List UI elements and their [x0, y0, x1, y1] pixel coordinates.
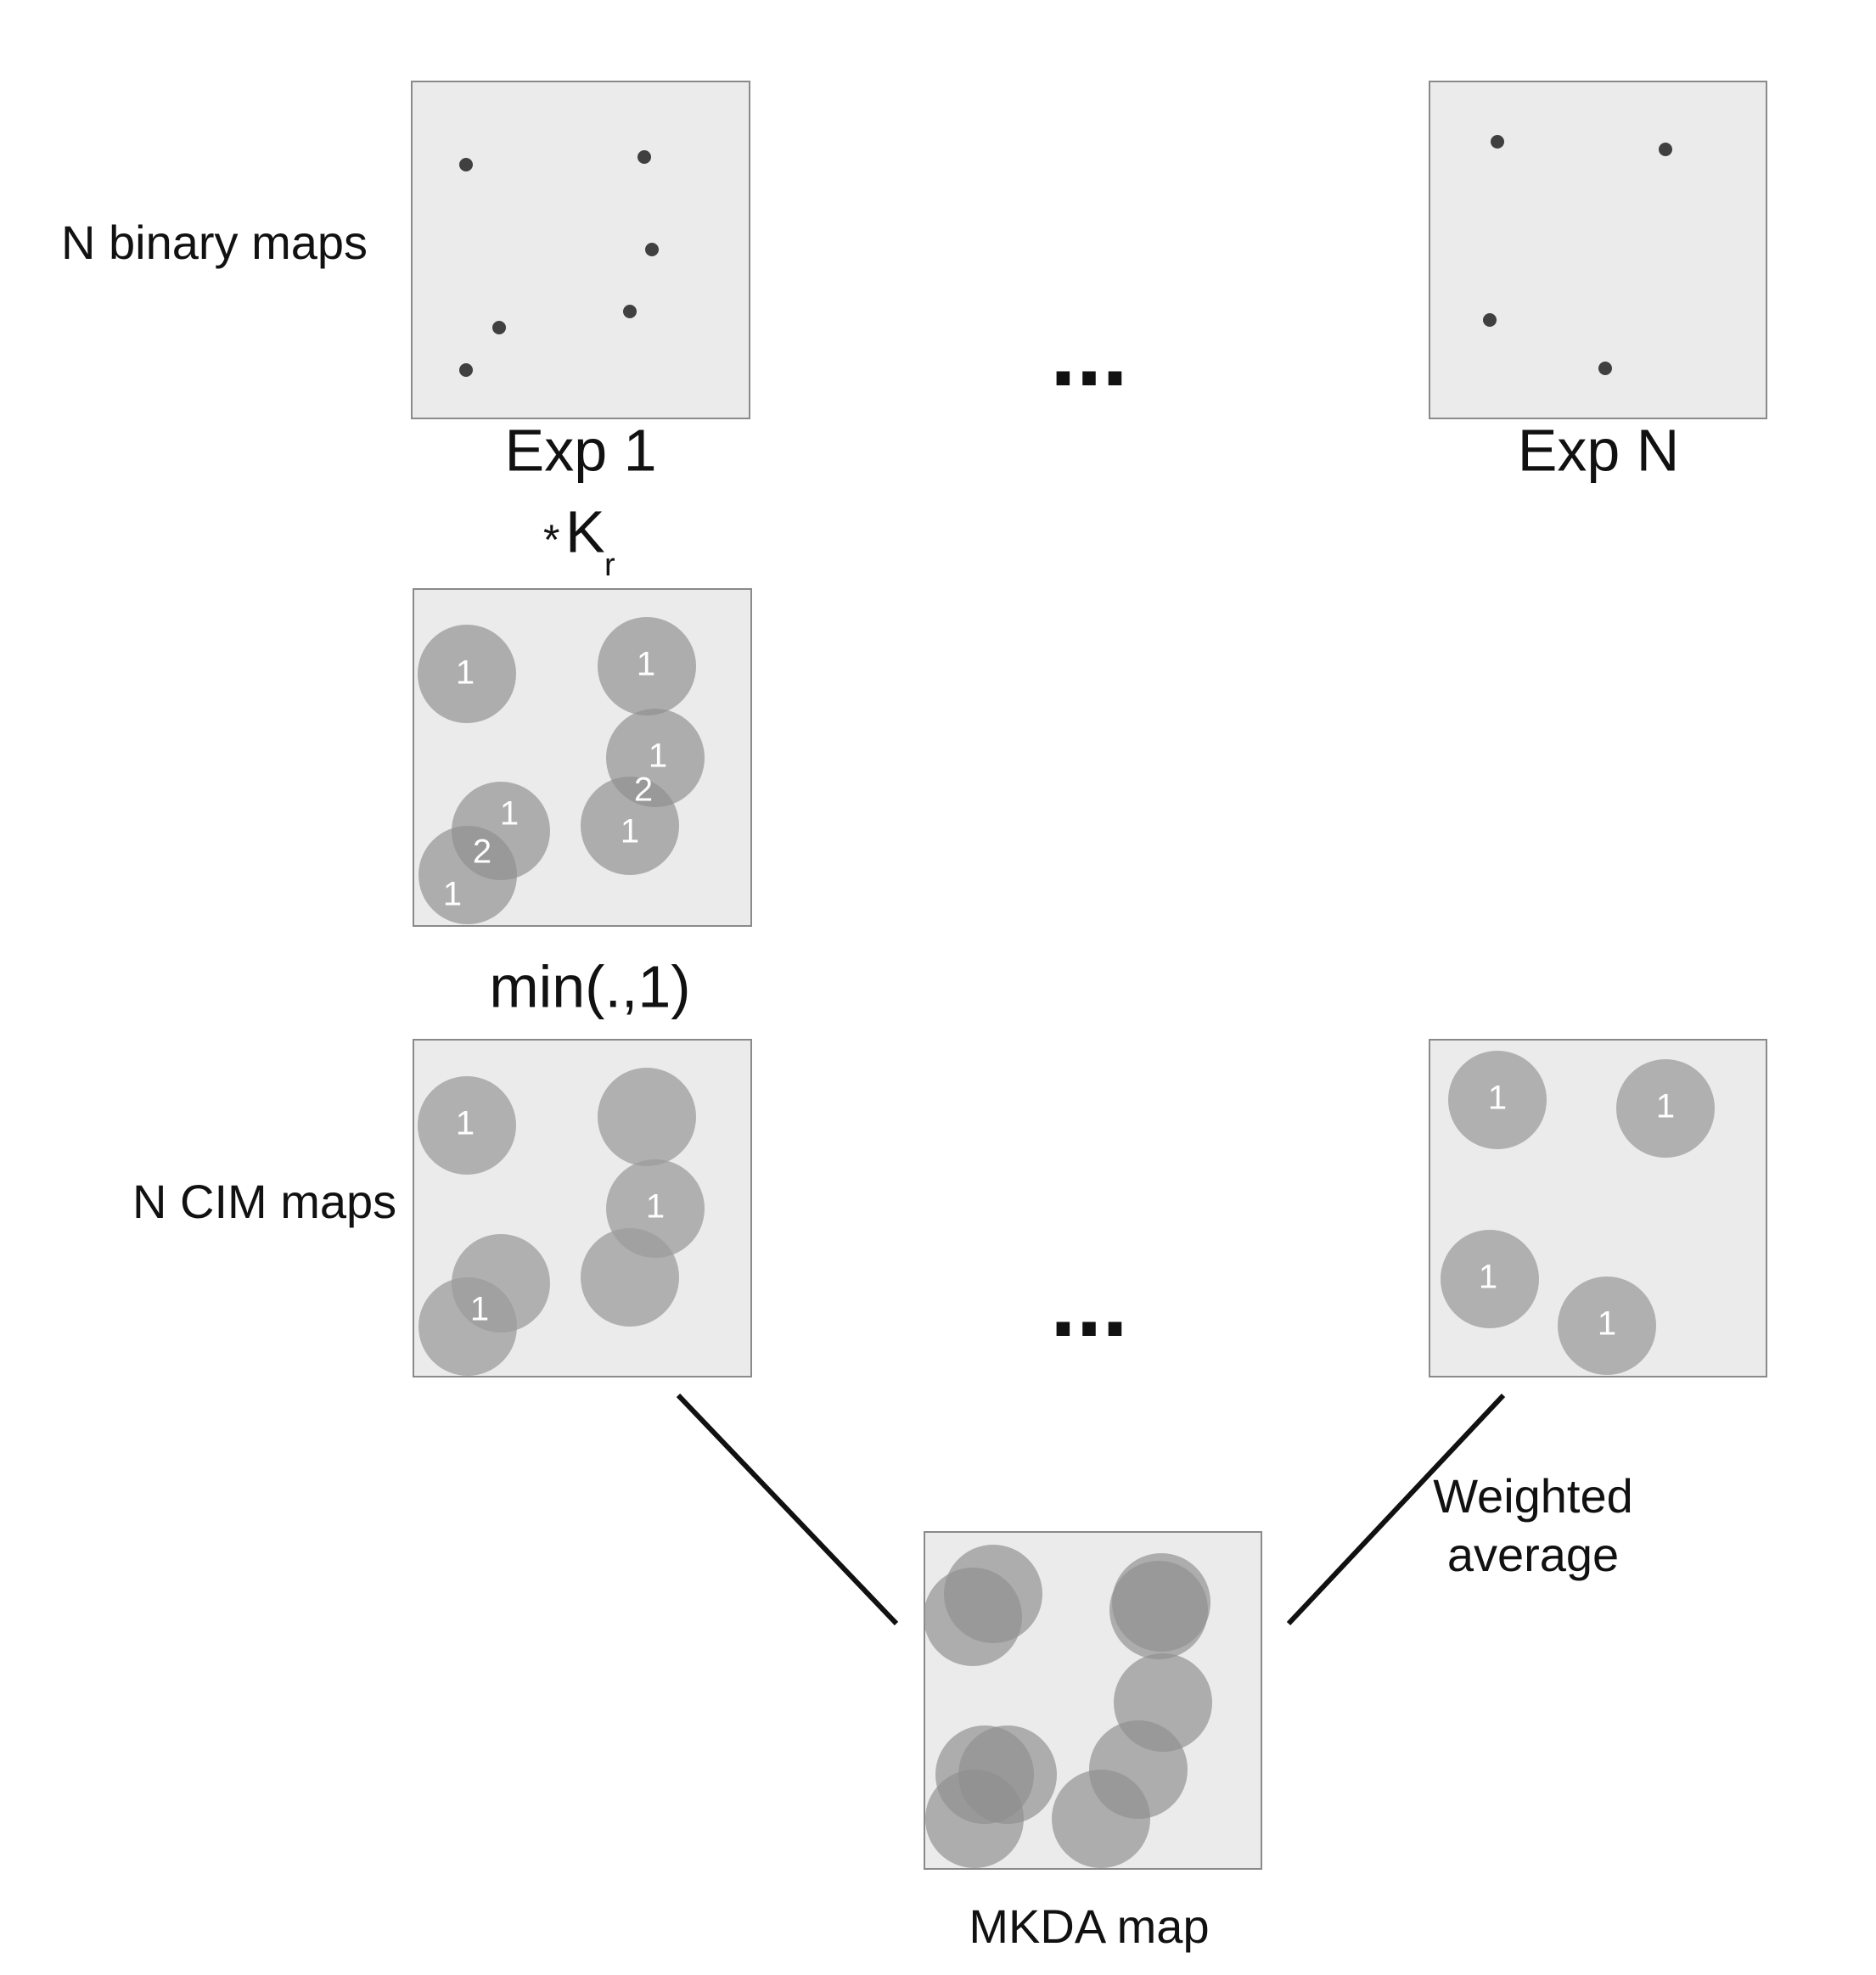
kernel-subscript: r [604, 547, 615, 583]
kernel-disk [418, 625, 516, 723]
overlap-count-label: 2 [473, 833, 491, 871]
kernel-K: K [565, 498, 605, 564]
kernel-disk [925, 1770, 1024, 1868]
kernel-disk [1441, 1230, 1539, 1328]
binary-maps-label: N binary maps [61, 216, 368, 269]
count-label: 1 [646, 1188, 665, 1226]
kernel-label: * K r [543, 498, 615, 583]
connector-left [676, 1393, 899, 1626]
peak-point [1659, 143, 1672, 156]
kernel-disk [1109, 1561, 1208, 1659]
count-label: 1 [1488, 1080, 1507, 1117]
map-frame [1429, 81, 1767, 419]
kernel-disk [581, 1228, 679, 1327]
peak-point [1598, 362, 1612, 375]
peak-point [623, 305, 637, 318]
connector-right [1286, 1393, 1506, 1626]
convolved-map-exp1: 1 1 1 2 1 1 2 1 [413, 588, 752, 927]
count-label: 1 [1598, 1305, 1616, 1343]
expN-label: Exp N [1518, 417, 1680, 483]
kernel-disk [581, 777, 679, 875]
count-label: 1 [621, 813, 639, 850]
kernel-disk [1616, 1059, 1715, 1158]
binary-map-exp1 [411, 81, 750, 419]
convolution-star: * [543, 516, 559, 564]
peak-point [459, 158, 473, 171]
kernel-disk [418, 826, 517, 924]
kernel-disk [418, 1076, 516, 1175]
count-label: 1 [470, 1291, 489, 1328]
kernel-disk [1448, 1051, 1547, 1149]
cim-map-expN: 1 1 1 1 [1429, 1039, 1767, 1377]
map-frame [411, 81, 750, 419]
cim-map-exp1: 1 1 1 [413, 1039, 752, 1377]
peak-point [638, 150, 651, 164]
mkda-map [924, 1531, 1262, 1870]
count-label: 1 [649, 738, 667, 775]
overlap-count-label: 2 [634, 771, 653, 809]
kernel-disk [924, 1568, 1022, 1666]
peak-point [1491, 135, 1504, 149]
weighted-average-line1: Weighted [1433, 1469, 1633, 1523]
exp1-label: Exp 1 [505, 417, 657, 483]
kernel-disk [598, 617, 696, 715]
count-label: 1 [637, 646, 655, 683]
ellipsis-top: ... [1050, 301, 1128, 406]
cim-maps-label: N CIM maps [132, 1175, 396, 1228]
count-label: 1 [1479, 1259, 1497, 1296]
count-label: 1 [500, 795, 519, 833]
count-label: 1 [456, 1105, 475, 1142]
count-label: 1 [456, 654, 475, 692]
kernel-disk [1052, 1770, 1150, 1868]
kernel-disk [598, 1068, 696, 1166]
kernel-disk [1558, 1276, 1656, 1375]
count-label: 1 [443, 876, 462, 913]
mkda-map-label: MKDA map [969, 1899, 1209, 1953]
peak-point [459, 363, 473, 377]
count-label: 1 [1656, 1088, 1675, 1125]
weighted-average-line2: average [1447, 1528, 1619, 1581]
ellipsis-bottom: ... [1050, 1252, 1128, 1356]
peak-point [1483, 313, 1497, 327]
peak-point [492, 321, 506, 334]
min-operator-label: min(.,1) [489, 953, 690, 1019]
kernel-disk [418, 1277, 517, 1376]
binary-map-expN [1429, 81, 1767, 419]
peak-point [645, 243, 659, 256]
